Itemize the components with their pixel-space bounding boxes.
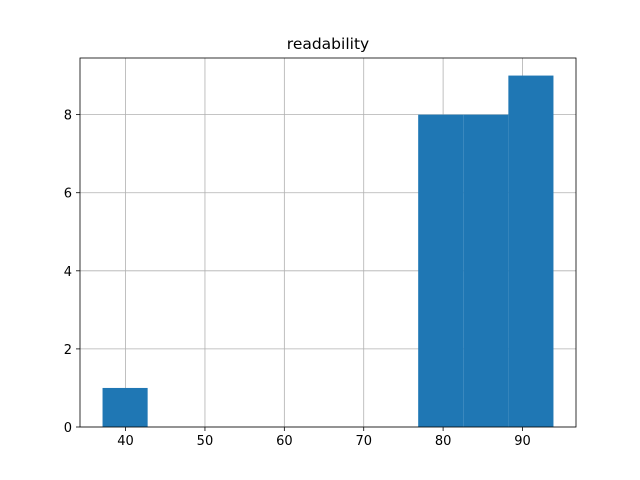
x-tick-label: 80 [435,434,452,449]
x-tick-label: 50 [197,434,214,449]
x-tick-label: 40 [117,434,134,449]
plot-frame [79,57,577,428]
x-tick-label: 60 [276,434,293,449]
x-tick-label: 90 [514,434,531,449]
bar [463,114,509,427]
y-tick-label: 8 [64,109,72,124]
x-tick-label: 70 [355,434,372,449]
y-tick-label: 4 [64,265,72,280]
y-tick-label: 2 [64,343,72,358]
bar [418,114,464,427]
chart-title: readability [287,35,369,53]
y-tick-label: 0 [64,421,72,436]
bar [508,75,554,428]
bar [102,387,148,427]
y-tick-label: 6 [64,187,72,202]
